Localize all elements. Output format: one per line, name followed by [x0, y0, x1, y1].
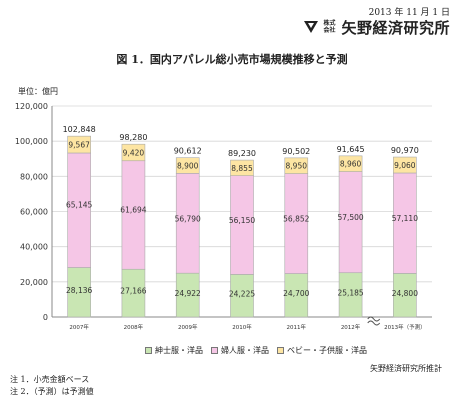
data-label: 9,060: [394, 161, 416, 170]
bar-segment: [338, 155, 363, 172]
y-tick-label: 60,000: [20, 208, 48, 217]
note-2: 注 2．（予測）は予測値: [10, 387, 94, 396]
data-label: 25,185: [337, 289, 363, 298]
x-tick-label: 2007年: [69, 323, 89, 331]
bar-segment: [121, 160, 146, 270]
bar-segment: [393, 156, 417, 174]
data-label: 24,700: [283, 289, 309, 298]
source-note: 矢野経済研究所推計: [370, 364, 442, 373]
bar-segment: [67, 152, 91, 268]
data-label: 56,150: [229, 216, 255, 225]
data-label: 24,225: [229, 290, 255, 299]
bar-segment: [67, 135, 91, 154]
data-label: 56,852: [283, 215, 309, 224]
unit-label: 単位：億円: [18, 87, 58, 96]
chart-title: 図 1．国内アパレル総小売市場規模推移と予測: [116, 53, 348, 66]
legend-item-womens: 婦人服・洋品: [211, 345, 269, 356]
y-tick-label: 0: [43, 313, 48, 322]
legend-swatch-womens: [211, 347, 218, 354]
data-label: 8,855: [231, 164, 253, 173]
data-label: 24,922: [175, 289, 201, 298]
bar-segment: [230, 159, 254, 176]
bar-segment: [175, 157, 200, 174]
legend-label-womens: 婦人服・洋品: [221, 346, 269, 355]
bar-segment: [121, 143, 146, 162]
legend-label-kids: ベビー・子供服・洋品: [287, 346, 367, 355]
legend-swatch-mens: [145, 347, 152, 354]
x-tick-label: 2008年: [124, 323, 144, 331]
data-label: 9,420: [123, 148, 145, 157]
data-label: 8,900: [177, 161, 199, 170]
total-label: 90,612: [174, 147, 202, 156]
bar-segment: [284, 157, 309, 174]
x-tick-label: 2013年（予測）: [384, 323, 426, 331]
total-label: 90,502: [282, 147, 310, 156]
legend-item-kids: ベビー・子供服・洋品: [277, 345, 367, 356]
logo-prefix: 株式会社: [323, 20, 336, 34]
y-tick-label: 40,000: [20, 243, 48, 252]
data-label: 57,110: [392, 214, 418, 223]
legend-label-mens: 紳士服・洋品: [155, 346, 203, 355]
x-tick-label: 2009年: [178, 323, 198, 331]
y-tick-label: 80,000: [20, 172, 48, 181]
data-label: 24,800: [392, 289, 418, 298]
data-label: 28,136: [66, 286, 92, 295]
data-label: 61,694: [120, 206, 146, 215]
y-tick-label: 120,000: [15, 102, 48, 111]
report-date: 2013 年 11 月 1 日: [368, 8, 450, 18]
x-tick-label: 2010年: [232, 323, 252, 331]
total-label: 102,848: [63, 125, 96, 134]
data-label: 57,500: [337, 213, 363, 222]
data-label: 56,790: [175, 214, 201, 223]
data-label: 8,950: [286, 162, 308, 171]
total-label: 98,280: [119, 133, 147, 142]
total-label: 90,970: [391, 146, 419, 155]
y-tick-label: 20,000: [20, 278, 48, 287]
x-tick-label: 2011年: [287, 323, 307, 331]
data-label: 27,166: [120, 287, 146, 296]
logo-mark-icon: [304, 21, 319, 33]
data-label: 8,960: [340, 160, 362, 169]
axis-break-mark: [367, 320, 381, 326]
chart-legend: 紳士服・洋品 婦人服・洋品 ベビー・子供服・洋品: [145, 345, 367, 356]
data-label: 65,145: [66, 201, 92, 210]
note-1: 注 1．小売金額ベース: [10, 375, 90, 384]
data-label: 9,567: [68, 141, 90, 150]
legend-swatch-kids: [277, 347, 284, 354]
bar-segment: [393, 172, 417, 274]
company-logo: 株式会社 矢野経済研究所: [303, 18, 450, 37]
x-tick-label: 2012年: [341, 323, 361, 331]
axis-break-mark: [367, 316, 381, 322]
bar-segment: [338, 171, 363, 274]
total-label: 91,645: [337, 145, 365, 154]
y-tick-label: 100,000: [15, 137, 48, 146]
total-label: 89,230: [228, 149, 256, 158]
legend-item-mens: 紳士服・洋品: [145, 345, 203, 356]
logo-name: 矢野経済研究所: [341, 18, 450, 37]
